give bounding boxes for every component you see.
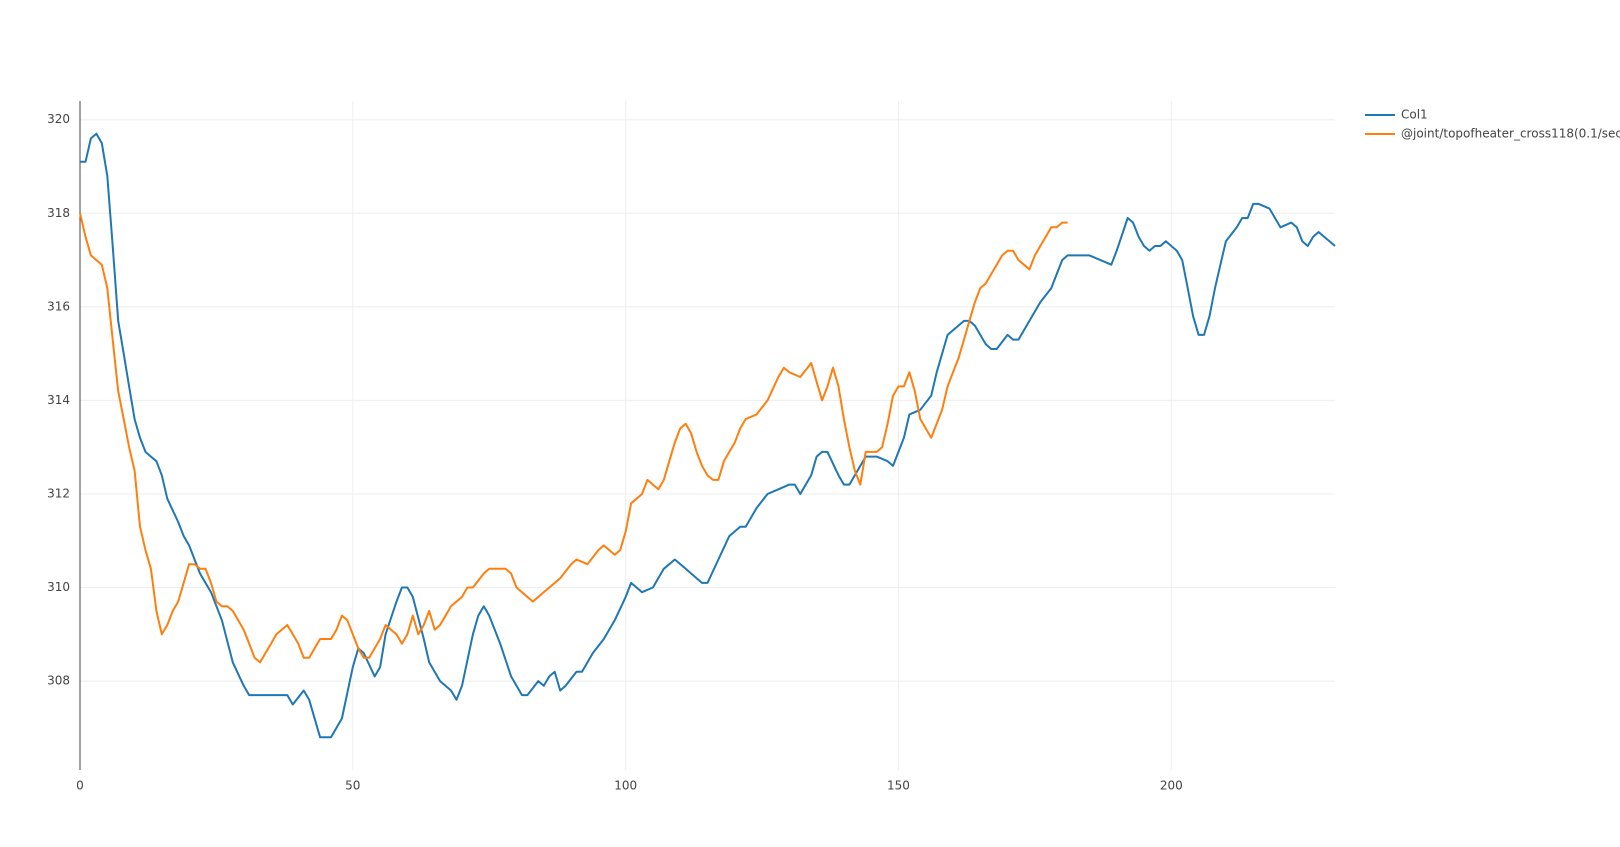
legend-label: @joint/topofheater_cross118(0.1/sec): [1401, 127, 1620, 141]
y-tick-label: 308: [47, 674, 70, 688]
legend-label: Col1: [1401, 108, 1428, 122]
y-tick-label: 320: [47, 112, 70, 126]
series-line: [80, 132, 1336, 739]
y-tick-label: 310: [47, 580, 70, 594]
x-tick-label: 150: [887, 779, 910, 793]
x-tick-label: 200: [1160, 779, 1183, 793]
y-tick-label: 314: [47, 393, 70, 407]
x-tick-label: 100: [614, 779, 637, 793]
y-tick-label: 318: [47, 206, 70, 220]
y-tick-label: 312: [47, 486, 70, 500]
x-tick-label: 0: [76, 779, 84, 793]
x-tick-label: 50: [345, 779, 360, 793]
y-tick-label: 316: [47, 299, 70, 313]
series-line: [79, 213, 1068, 664]
